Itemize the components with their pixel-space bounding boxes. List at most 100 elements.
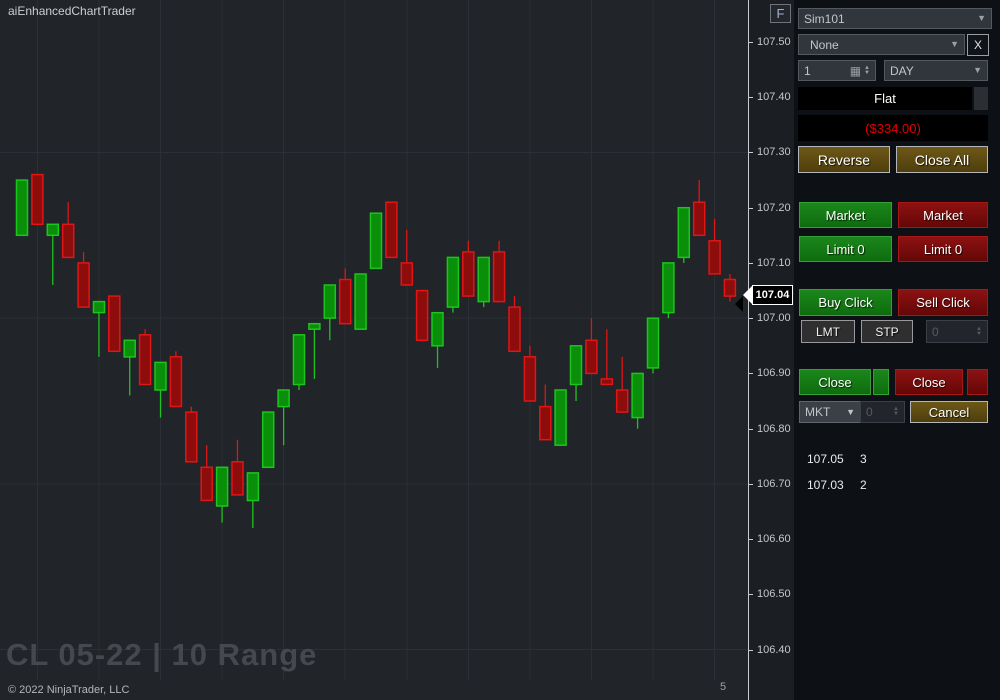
candle <box>77 251 90 308</box>
candle <box>61 202 75 259</box>
axis-tick-label: 106.90 <box>757 367 791 379</box>
close-all-button[interactable]: Close All <box>896 146 988 173</box>
buy-market-button[interactable]: Market <box>799 202 892 228</box>
axis-tick-label: 106.40 <box>757 644 791 656</box>
candlestick-chart[interactable] <box>0 0 748 680</box>
candle <box>600 329 614 386</box>
chart-area[interactable]: aiEnhancedChartTrader CL 05-22 | 10 Rang… <box>0 0 748 700</box>
order-type-value: MKT <box>805 405 831 419</box>
axis-tick: 107.50 <box>749 35 791 49</box>
offset-spinner: 0 ▲ ▼ <box>926 320 988 343</box>
spinner-down-icon: ▼ <box>976 330 982 337</box>
unrealized-pnl-display: ($334.00) <box>798 115 988 141</box>
candle <box>462 240 475 297</box>
chevron-down-icon: ▼ <box>846 406 855 417</box>
axis-tick: 106.70 <box>749 477 791 491</box>
axis-tick-label: 106.60 <box>757 533 791 545</box>
axis-tick: 106.80 <box>749 422 791 436</box>
close-sell-button[interactable]: Close <box>895 369 963 395</box>
sell-limit-button[interactable]: Limit 0 <box>898 236 988 262</box>
candle <box>231 439 244 496</box>
candle <box>338 268 352 325</box>
axis-tick-label: 106.70 <box>757 478 791 490</box>
last-price-marker: 107.04 <box>735 285 793 312</box>
stp-toggle-button[interactable]: STP <box>861 320 913 343</box>
close-buy-button[interactable]: Close <box>799 369 871 395</box>
account-selector[interactable]: Sim101 ▼ <box>798 8 992 29</box>
chart-trader-panel: Sim101 ▼ None ▼ X 1 ▦ ▲ ▼ DAY ▼ Flat ($33… <box>794 0 1000 700</box>
position-state-display: Flat <box>798 87 972 110</box>
tif-selector[interactable]: DAY ▼ <box>884 60 988 81</box>
spinner-down-icon: ▼ <box>864 69 870 76</box>
axis-tick: 106.40 <box>749 643 791 657</box>
close-buy-qty-box[interactable] <box>873 369 889 395</box>
candle <box>308 322 321 379</box>
position-qty-box <box>974 87 988 110</box>
quantity-input[interactable]: 1 ▦ ▲ ▼ <box>798 60 876 81</box>
ladder-row-bid: 107.03 2 <box>807 478 987 493</box>
axis-tick: 107.10 <box>749 256 791 270</box>
axis-tick: 107.30 <box>749 145 791 159</box>
candle <box>569 345 583 401</box>
axis-tick-label: 107.50 <box>757 36 791 48</box>
candle <box>585 318 598 375</box>
chevron-down-icon: ▼ <box>973 65 982 75</box>
candle <box>46 223 60 285</box>
candle <box>723 274 737 302</box>
candle <box>169 351 183 408</box>
buy-limit-button[interactable]: Limit 0 <box>799 236 892 262</box>
candle <box>31 173 44 226</box>
axis-tick-label: 106.80 <box>757 423 791 435</box>
sell-market-button[interactable]: Market <box>898 202 988 228</box>
tif-value: DAY <box>890 63 914 78</box>
candle <box>277 389 290 446</box>
ask-price: 107.05 <box>807 452 844 466</box>
candle <box>446 256 460 313</box>
cancel-button[interactable]: Cancel <box>910 401 988 423</box>
candle <box>261 411 275 469</box>
candle <box>615 356 629 413</box>
spinner-up-icon: ▲ <box>864 64 870 71</box>
candle <box>385 201 398 259</box>
chart-title: aiEnhancedChartTrader <box>8 4 136 18</box>
last-price-label: 107.04 <box>755 289 790 301</box>
price-axis[interactable]: F 107.50 107.40 107.30 107.20 107.10 107.00 10… <box>735 0 794 700</box>
axis-tick: 106.90 <box>749 366 791 380</box>
candle <box>662 262 675 319</box>
axis-tick-label: 107.40 <box>757 91 791 103</box>
candle <box>415 289 429 342</box>
order-type-selector[interactable]: MKT ▼ <box>799 401 861 423</box>
candle <box>492 240 506 303</box>
axis-tick: 106.60 <box>749 532 791 546</box>
candle <box>677 206 691 263</box>
candle <box>692 180 706 237</box>
axis-tick: 106.50 <box>749 587 791 601</box>
ladder-row-ask: 107.05 3 <box>807 452 987 467</box>
sell-click-button[interactable]: Sell Click <box>898 289 988 316</box>
candle <box>477 256 490 308</box>
buy-click-button[interactable]: Buy Click <box>799 289 892 316</box>
copyright-text: © 2022 NinjaTrader, LLC <box>8 684 130 696</box>
candle <box>400 229 414 286</box>
f-button[interactable]: F <box>770 4 791 23</box>
time-axis-label: 5 <box>720 681 727 693</box>
lmt-toggle-button[interactable]: LMT <box>801 320 855 343</box>
quantity-stepper[interactable]: ▲ ▼ <box>864 64 870 76</box>
candle <box>200 445 213 502</box>
atm-strategy-selector[interactable]: None ▼ <box>798 34 965 55</box>
candle <box>646 317 660 374</box>
candle <box>215 466 229 523</box>
candle <box>508 296 521 353</box>
candle <box>138 329 152 386</box>
candle <box>92 300 106 357</box>
close-sell-qty-box[interactable] <box>967 369 988 395</box>
atm-close-button[interactable]: X <box>967 34 989 56</box>
reverse-button[interactable]: Reverse <box>798 146 890 173</box>
ask-size: 3 <box>860 452 867 466</box>
candle <box>292 334 306 390</box>
calculator-icon[interactable]: ▦ <box>849 63 862 78</box>
candle <box>154 361 167 418</box>
candle <box>323 284 337 341</box>
candle <box>431 311 444 368</box>
